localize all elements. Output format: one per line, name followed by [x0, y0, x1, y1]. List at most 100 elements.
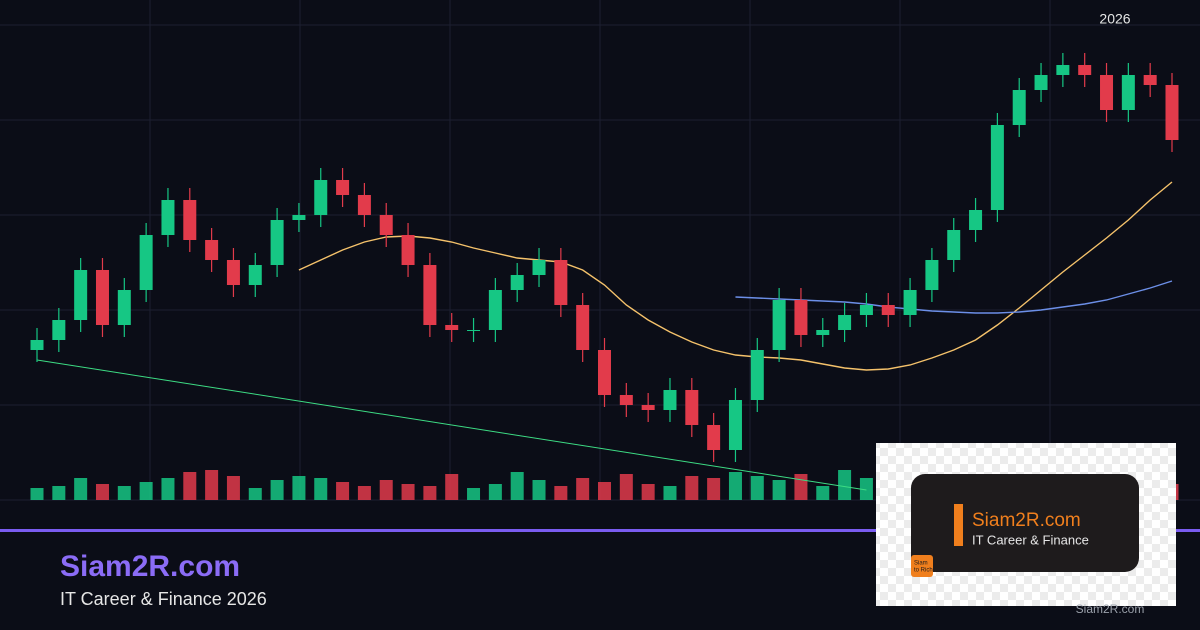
candle-body [1034, 75, 1048, 90]
volume-bar [205, 470, 219, 500]
volume-bar [379, 480, 393, 500]
grid [0, 0, 1200, 501]
candle-body [74, 270, 88, 320]
candle-body [1012, 90, 1026, 125]
volume-bar [728, 472, 742, 500]
volume-bar [117, 486, 131, 500]
volume-bar [139, 482, 153, 500]
candle-body [161, 200, 175, 235]
candle-body [379, 215, 393, 235]
candle-body [1078, 65, 1092, 75]
candle-body [117, 290, 131, 325]
volume-bar [641, 484, 655, 500]
candle-body [619, 395, 633, 405]
card-logo-text: to Rich [914, 568, 933, 574]
volume-bar [838, 470, 852, 500]
volume-bar [52, 486, 66, 500]
candle-body [750, 350, 764, 400]
brand-title: Siam2R.com [60, 550, 240, 583]
volume-bar [663, 486, 677, 500]
candle-body [881, 305, 895, 315]
volume-bar [74, 478, 88, 500]
volume-bar [183, 472, 197, 500]
candle-body [248, 265, 262, 285]
candle-body [1056, 65, 1070, 75]
candle-body [467, 330, 481, 331]
candle-body [728, 400, 742, 450]
volume-bar [554, 486, 568, 500]
candle-body [1100, 75, 1114, 110]
candle-body [183, 200, 197, 240]
candle-body [30, 340, 44, 350]
candle-body [554, 260, 568, 305]
volume-bar [619, 474, 633, 500]
candle-body [707, 425, 721, 450]
volume-bar [772, 480, 786, 500]
volume-bar [707, 478, 721, 500]
candle-body [314, 180, 328, 215]
volume-bar [30, 488, 44, 500]
divider [0, 529, 1200, 532]
volume-bar [685, 476, 699, 500]
candle-body [772, 300, 786, 350]
volume-bar [445, 474, 459, 500]
candle-body [357, 195, 371, 215]
volume-bar [488, 484, 502, 500]
candle-body [816, 330, 830, 335]
candle-body [336, 180, 350, 195]
volume-bar [357, 486, 371, 500]
candle-body [990, 125, 1004, 210]
volume-bar [95, 484, 109, 500]
candle-body [1165, 85, 1179, 140]
volume-bar [336, 482, 350, 500]
plot [30, 53, 1179, 500]
watermark: Siam2R.com [1076, 602, 1145, 616]
candle-body [685, 390, 699, 425]
candle-body [488, 290, 502, 330]
candle-body [969, 210, 983, 230]
candle-body [641, 405, 655, 410]
card-bar [954, 504, 963, 546]
candle-body [205, 240, 219, 260]
year-label: 2026 [1099, 11, 1130, 27]
candle-body [423, 265, 437, 325]
candle-body [510, 275, 524, 290]
card-logo-text: Siam [914, 561, 928, 567]
volume-bar [423, 486, 437, 500]
candle-body [270, 220, 284, 265]
candle-body [859, 305, 873, 315]
card: Siam2R.com IT Career & Finance Siam to R… [876, 443, 1176, 616]
candle-body [1143, 75, 1157, 85]
volume-bar [161, 478, 175, 500]
volume-bar [532, 480, 546, 500]
volume-bar [859, 478, 873, 500]
trendline [36, 359, 867, 491]
card-title: Siam2R.com [972, 510, 1081, 531]
candle-body [598, 350, 611, 395]
volume-bar [248, 488, 262, 500]
candle-body [226, 260, 240, 285]
volume-bar [314, 478, 328, 500]
candle-body [52, 320, 66, 340]
volume-bar [226, 476, 240, 500]
volume-bar [750, 476, 764, 500]
candle-body [925, 260, 939, 290]
brand-subtitle: IT Career & Finance 2026 [60, 589, 267, 609]
candle-body [139, 235, 153, 290]
volume-bar [510, 472, 524, 500]
card-panel [911, 474, 1139, 572]
moving-average [298, 181, 1173, 371]
volume-bar [467, 488, 481, 500]
candle-body [401, 235, 415, 265]
candle-body [663, 390, 677, 410]
volume-bar [816, 486, 830, 500]
volume-bar [794, 474, 808, 500]
volume-bar [270, 480, 284, 500]
volume-bar [576, 478, 590, 500]
candle-body [903, 290, 917, 315]
candle-body [445, 325, 459, 330]
moving-average [735, 280, 1173, 314]
candle-body [794, 300, 808, 335]
